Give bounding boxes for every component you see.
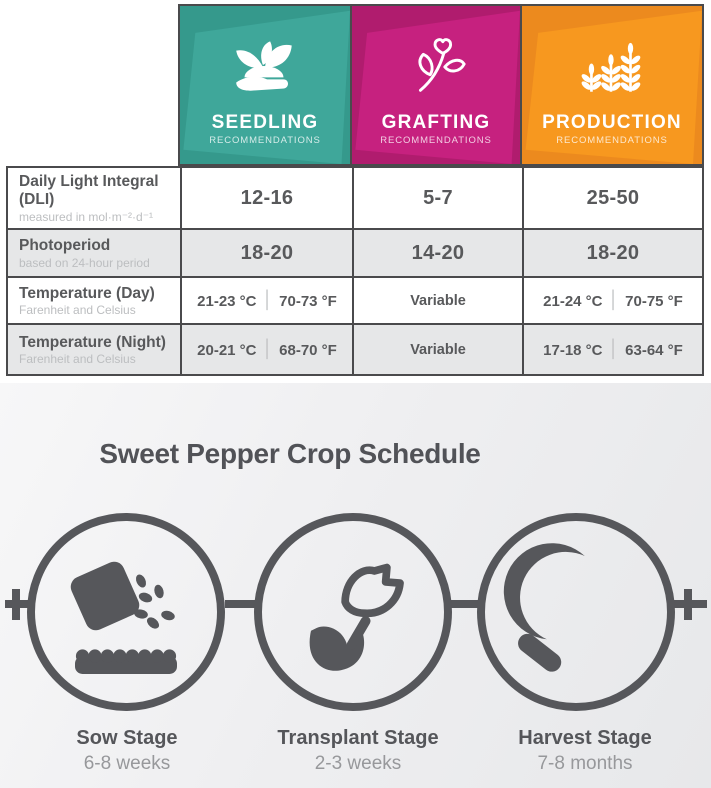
table-cell: Variable — [352, 278, 522, 323]
stage-label-harvest: Harvest Stage 7-8 months — [475, 728, 695, 773]
column-subtitle: RECOMMENDATIONS — [556, 134, 668, 146]
column-subtitle: RECOMMENDATIONS — [209, 134, 321, 146]
row-header: Daily Light Integral (DLI) measured in m… — [8, 168, 180, 228]
stage-duration: 7-8 months — [537, 753, 633, 774]
column-header-grafting: GRAFTING RECOMMENDATIONS — [350, 4, 522, 166]
row-subtitle: based on 24-hour period — [19, 255, 150, 270]
table-cell: 25-50 — [522, 168, 702, 228]
table-column-headers: SEEDLING RECOMMENDATIONS GRAFTING RECOMM… — [6, 4, 704, 166]
column-title: SEEDLING — [211, 111, 319, 133]
column-title: PRODUCTION — [542, 111, 682, 133]
column-header-production: PRODUCTION RECOMMENDATIONS — [520, 4, 704, 166]
table-cell: 17-18 °C │ 63-64 °F — [522, 325, 702, 374]
stage-name: Harvest Stage — [518, 727, 652, 749]
table-cell: 12-16 — [180, 168, 352, 228]
row-title: Photoperiod — [19, 237, 111, 255]
stage-circle-harvest — [477, 513, 675, 711]
cell-value: 25-50 — [586, 186, 640, 209]
rail-segment — [451, 600, 478, 608]
value-divider: │ — [608, 338, 620, 358]
stage-name: Transplant Stage — [277, 727, 439, 749]
row-header: Temperature (Night) Farenheit and Celsiu… — [8, 325, 180, 374]
stage-duration: 6-8 weeks — [83, 753, 171, 774]
cell-value: 5-7 — [423, 186, 453, 209]
row-header: Temperature (Day) Farenheit and Celsius — [8, 278, 180, 323]
value-divider: │ — [262, 289, 274, 309]
hand-sprout-icon — [228, 28, 302, 102]
table-row: Temperature (Night) Farenheit and Celsiu… — [8, 323, 702, 374]
wheat-stalks-icon — [575, 28, 649, 102]
cell-value: 18-20 — [240, 241, 294, 264]
stage-duration: 2-3 weeks — [314, 753, 402, 774]
row-subtitle: Farenheit and Celsius — [19, 303, 136, 318]
cell-value: Variable — [410, 341, 466, 358]
row-subtitle: Farenheit and Celsius — [19, 352, 136, 367]
cell-value: Variable — [410, 292, 466, 309]
table-cell: 18-20 — [180, 230, 352, 276]
table-cell: 14-20 — [352, 230, 522, 276]
row-title: Temperature (Day) — [19, 284, 155, 302]
stage-label-sow: Sow Stage 6-8 weeks — [17, 728, 237, 773]
column-subtitle: RECOMMENDATIONS — [380, 134, 492, 146]
table-cell: 21-23 °C │ 70-73 °F — [180, 278, 352, 323]
table-row: Daily Light Integral (DLI) measured in m… — [8, 168, 702, 228]
cell-value: 12-16 — [240, 186, 294, 209]
rail-end-cap — [12, 589, 20, 620]
schedule-title: Sweet Pepper Crop Schedule — [99, 438, 481, 469]
value-divider: │ — [608, 289, 620, 309]
cell-value: 17-18 °C │ 63-64 °F — [543, 338, 683, 359]
table-cell: 5-7 — [352, 168, 522, 228]
cell-value: 18-20 — [586, 241, 640, 264]
rail-end-cap — [684, 589, 692, 620]
cell-value: 14-20 — [411, 241, 465, 264]
cell-value: 21-23 °C │ 70-73 °F — [197, 289, 337, 310]
stage-circle-sow — [27, 513, 225, 711]
column-header-seedling: SEEDLING RECOMMENDATIONS — [178, 4, 352, 166]
transplant-flower-icon — [309, 563, 404, 671]
table-row: Photoperiod based on 24-hour period 18-2… — [8, 228, 702, 276]
rail-segment — [225, 600, 255, 608]
stage-label-transplant: Transplant Stage 2-3 weeks — [248, 728, 468, 773]
sickle-icon — [503, 543, 585, 672]
row-title: Temperature (Night) — [19, 333, 166, 351]
recommendations-table: Daily Light Integral (DLI) measured in m… — [6, 166, 704, 376]
stage-name: Sow Stage — [76, 727, 178, 749]
grafted-branch-heart-icon — [401, 28, 471, 102]
table-cell: 18-20 — [522, 230, 702, 276]
cell-value: 20-21 °C │ 68-70 °F — [197, 338, 337, 359]
tile-sheen — [355, 10, 520, 164]
crop-schedule-section: Sweet Pepper Crop Schedule — [0, 383, 711, 788]
row-subtitle: measured in mol·m⁻²·d⁻¹ — [19, 209, 154, 224]
table-cell: Variable — [352, 325, 522, 374]
table-cell: 20-21 °C │ 68-70 °F — [180, 325, 352, 374]
row-title: Daily Light Integral (DLI) — [19, 173, 159, 208]
seed-packet-sowing-icon — [70, 561, 177, 674]
stage-circle-transplant — [254, 513, 452, 711]
value-divider: │ — [262, 338, 274, 358]
table-row: Temperature (Day) Farenheit and Celsius … — [8, 276, 702, 323]
cell-value: 21-24 °C │ 70-75 °F — [543, 289, 683, 310]
table-cell: 21-24 °C │ 70-75 °F — [522, 278, 702, 323]
column-title: GRAFTING — [381, 111, 491, 133]
row-header: Photoperiod based on 24-hour period — [8, 230, 180, 276]
